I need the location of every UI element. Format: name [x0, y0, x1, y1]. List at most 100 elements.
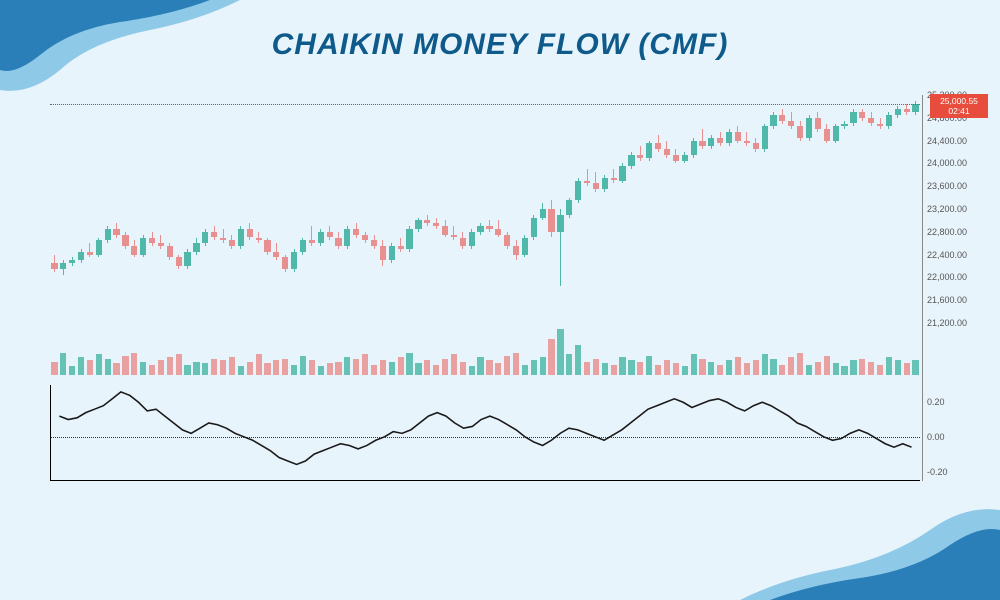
volume-bar — [788, 357, 794, 375]
volume-bar — [327, 363, 333, 375]
volume-bar — [726, 360, 732, 375]
volume-bar — [406, 353, 412, 375]
volume-bar — [557, 329, 563, 375]
current-price-line — [50, 104, 920, 105]
volume-bar — [247, 362, 253, 375]
volume-bar — [619, 357, 625, 375]
chart-container: 25,200.0024,800.0024,400.0024,000.0023,6… — [50, 95, 920, 485]
volume-bar — [495, 363, 501, 375]
volume-bar — [158, 360, 164, 375]
price-ytick: 24,400.00 — [927, 136, 967, 146]
volume-bar — [868, 362, 874, 375]
current-price-badge: 25,000.55 02:41 — [930, 94, 988, 118]
volume-bar — [593, 359, 599, 375]
cmf-ytick: 0.00 — [927, 432, 945, 442]
y-axis: 25,200.0024,800.0024,400.0024,000.0023,6… — [922, 95, 982, 481]
volume-bar — [770, 359, 776, 375]
volume-bar — [531, 360, 537, 375]
volume-bar — [78, 357, 84, 375]
volume-bar — [105, 359, 111, 375]
volume-bar — [682, 366, 688, 375]
volume-bar — [584, 362, 590, 375]
volume-bar — [886, 357, 892, 375]
price-ytick: 22,800.00 — [927, 227, 967, 237]
cmf-indicator-panel — [50, 385, 920, 481]
volume-bar — [424, 360, 430, 375]
volume-bar — [122, 356, 128, 375]
price-ytick: 23,600.00 — [927, 181, 967, 191]
volume-bar — [140, 362, 146, 375]
volume-bar — [833, 363, 839, 375]
price-ytick: 22,000.00 — [927, 272, 967, 282]
volume-bar — [335, 362, 341, 375]
volume-bar — [60, 353, 66, 375]
volume-bar — [238, 366, 244, 375]
volume-bar — [797, 353, 803, 375]
volume-bar — [646, 356, 652, 375]
volume-bar — [904, 363, 910, 375]
volume-bar — [211, 359, 217, 375]
volume-bar — [762, 354, 768, 375]
volume-bar — [744, 363, 750, 375]
volume-bar — [806, 365, 812, 375]
volume-bar — [655, 365, 661, 375]
volume-bar — [486, 360, 492, 375]
cmf-ytick: -0.20 — [927, 467, 948, 477]
volume-bar — [344, 357, 350, 375]
volume-bar — [176, 354, 182, 375]
volume-bar — [691, 354, 697, 375]
volume-bar — [380, 360, 386, 375]
volume-bar — [779, 365, 785, 375]
cmf-line — [51, 385, 920, 480]
volume-bar — [673, 363, 679, 375]
price-candlestick-panel — [50, 95, 920, 375]
volume-bar — [815, 362, 821, 375]
volume-bar — [477, 357, 483, 375]
volume-bar — [628, 360, 634, 375]
volume-bar — [912, 360, 918, 375]
volume-bar — [193, 362, 199, 375]
price-ytick: 23,200.00 — [927, 204, 967, 214]
volume-bar — [469, 366, 475, 375]
volume-bar — [637, 362, 643, 375]
volume-bar — [300, 356, 306, 375]
volume-bar — [371, 365, 377, 375]
volume-bar — [877, 365, 883, 375]
volume-bar — [389, 362, 395, 375]
volume-bar — [451, 354, 457, 375]
volume-bar — [504, 356, 510, 375]
volume-bar — [291, 365, 297, 375]
chart-title: CHAIKIN MONEY FLOW (CMF) — [272, 28, 729, 62]
volume-bar — [717, 365, 723, 375]
volume-bar — [566, 354, 572, 375]
volume-bar — [353, 359, 359, 375]
volume-bar — [229, 357, 235, 375]
volume-bar — [522, 365, 528, 375]
volume-bar — [69, 366, 75, 375]
volume-bar — [96, 354, 102, 375]
volume-bar — [824, 356, 830, 375]
price-ytick: 22,400.00 — [927, 250, 967, 260]
volume-bar — [699, 359, 705, 375]
volume-bar — [611, 365, 617, 375]
volume-bar — [309, 360, 315, 375]
volume-bar — [442, 359, 448, 375]
volume-bar — [895, 360, 901, 375]
volume-bar — [460, 362, 466, 375]
price-ytick: 24,000.00 — [927, 158, 967, 168]
volume-bar — [51, 362, 57, 375]
price-ytick: 21,200.00 — [927, 318, 967, 328]
volume-bar — [513, 353, 519, 375]
volume-bar — [87, 360, 93, 375]
volume-bar — [282, 359, 288, 375]
volume-bar — [859, 359, 865, 375]
volume-bar — [184, 365, 190, 375]
volume-bar — [841, 366, 847, 375]
price-ytick: 21,600.00 — [927, 295, 967, 305]
volume-bar — [602, 363, 608, 375]
cmf-ytick: 0.20 — [927, 397, 945, 407]
volume-bar — [220, 360, 226, 375]
current-price-value: 25,000.55 — [934, 96, 984, 106]
volume-bar — [256, 354, 262, 375]
volume-bar — [318, 366, 324, 375]
